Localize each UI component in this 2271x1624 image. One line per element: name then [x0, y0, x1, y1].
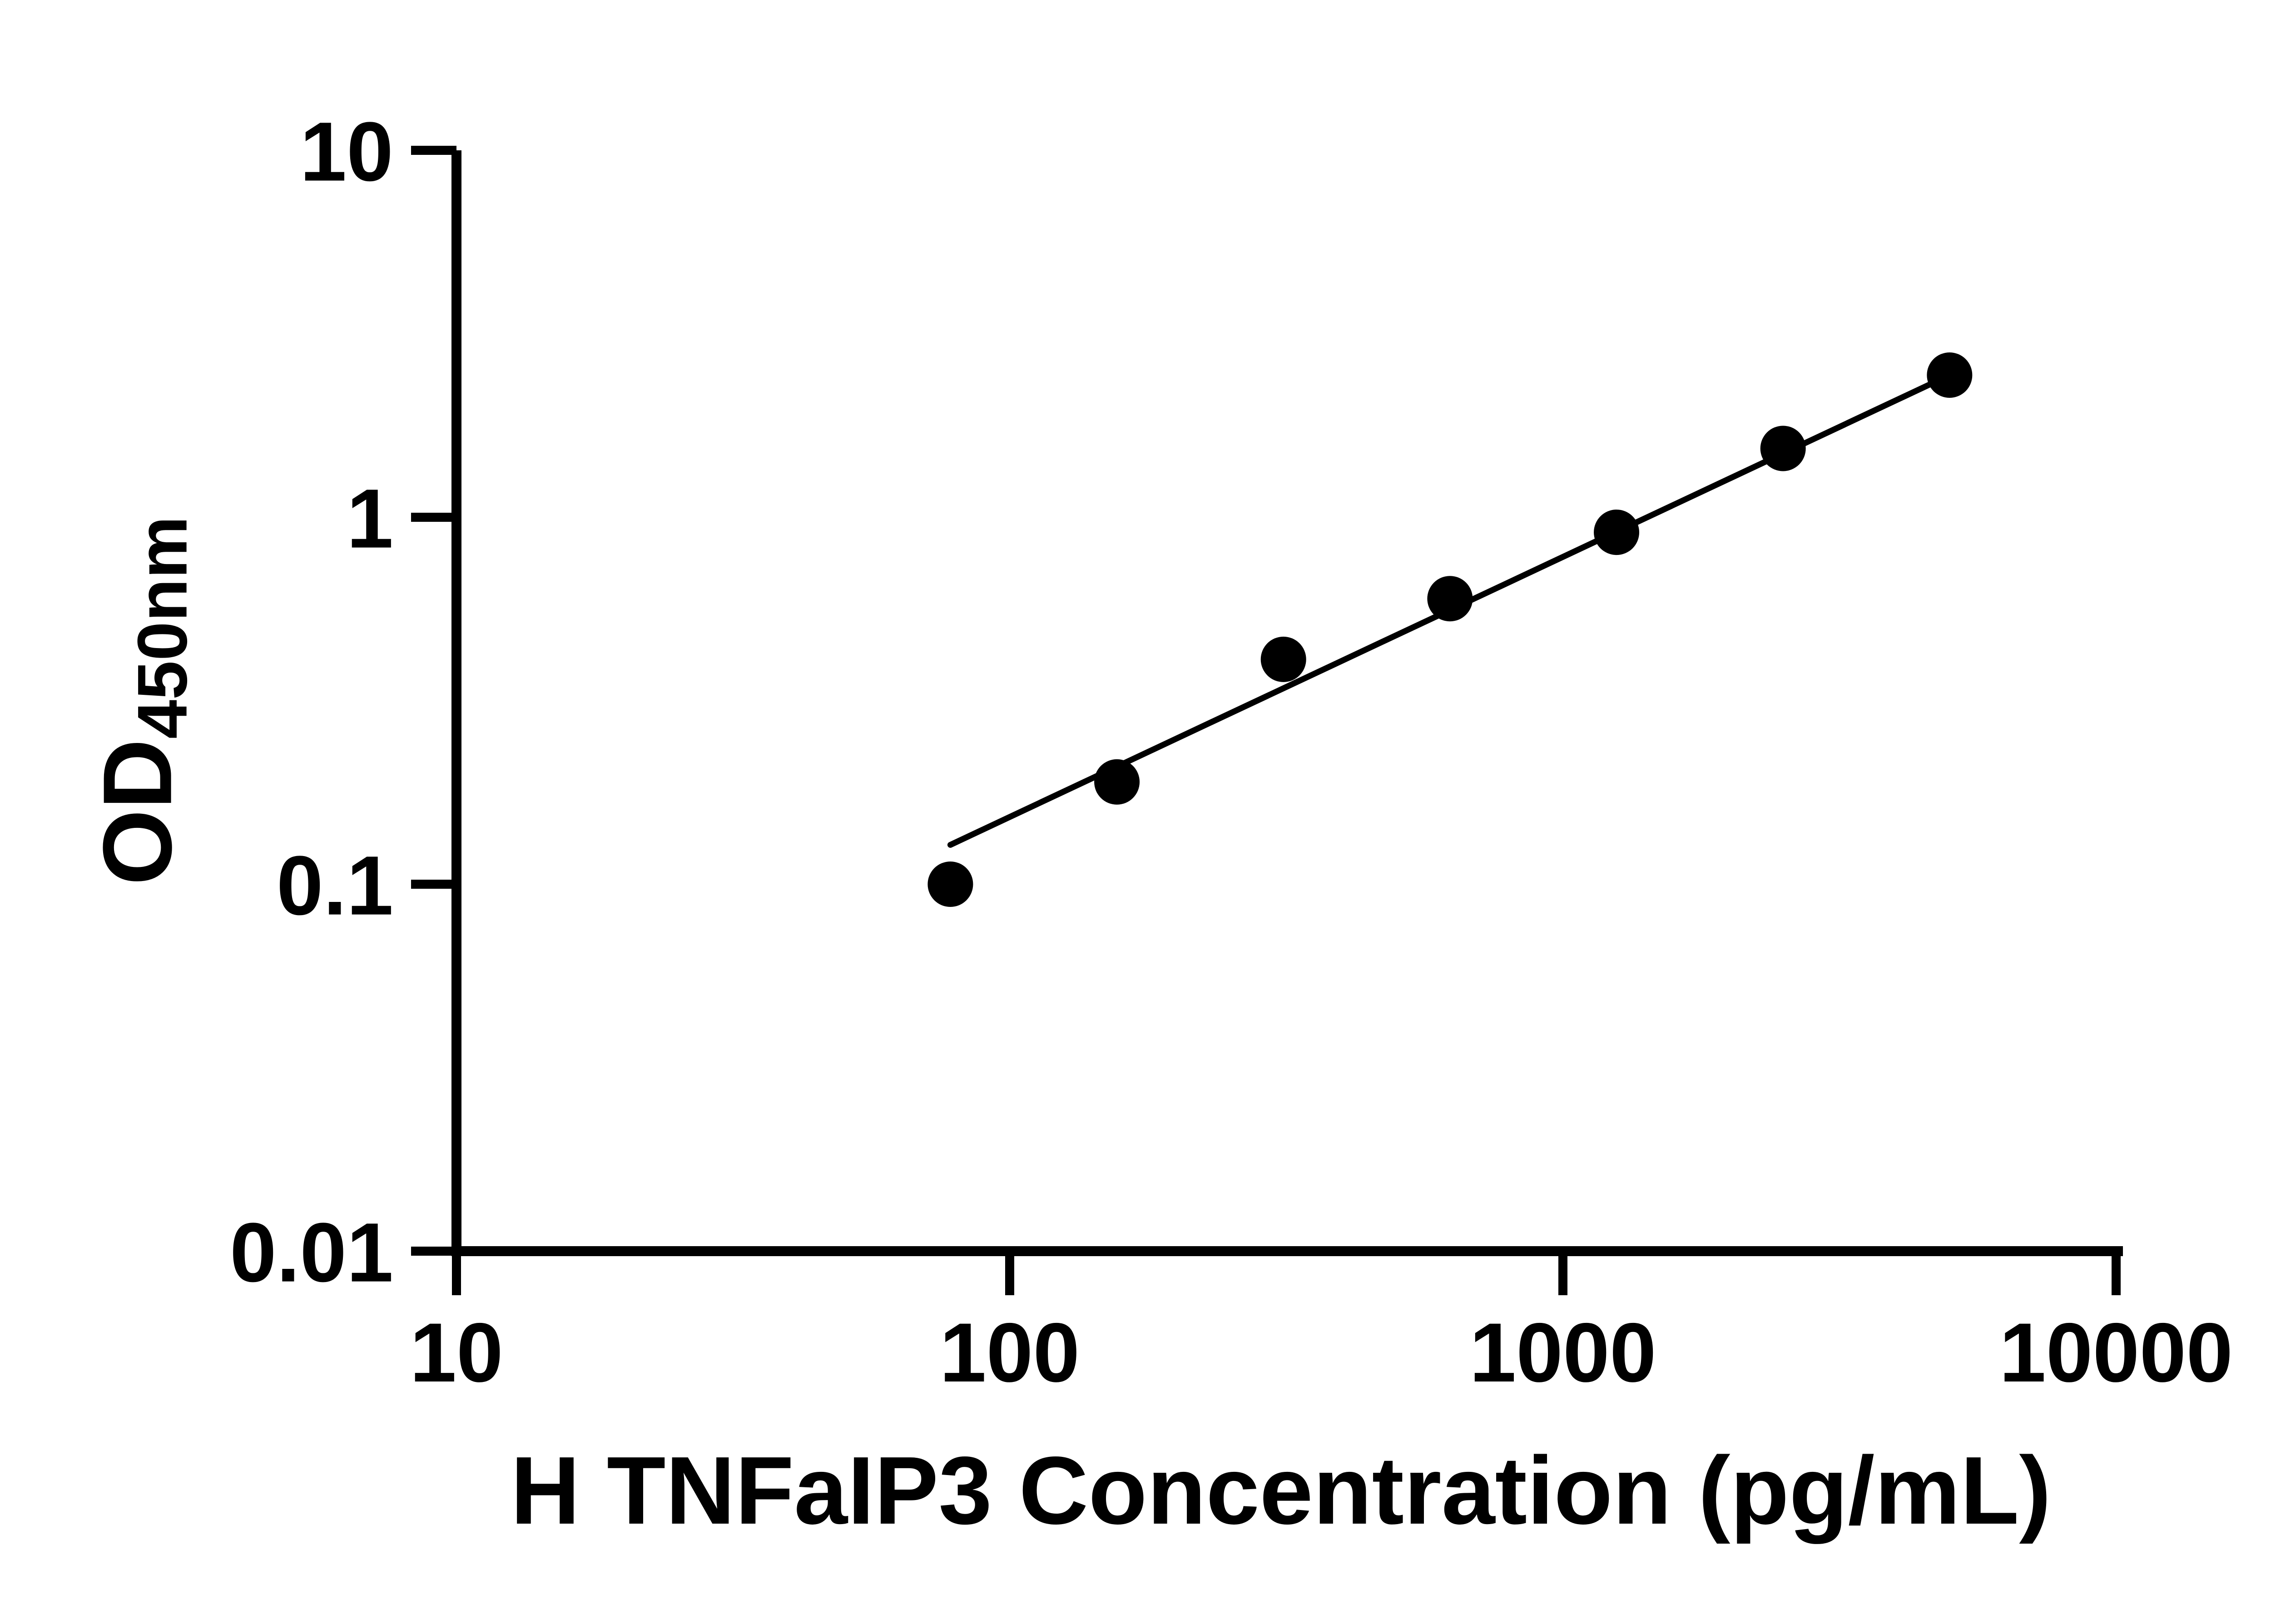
x-tick-label-10000: 10000	[1999, 1306, 2233, 1400]
x-tick-label-10: 10	[410, 1306, 503, 1400]
data-point-7	[1927, 352, 1973, 398]
data-point-2	[1094, 759, 1140, 805]
x-axis-title: H TNFaIP3 Concentration (pg/mL)	[511, 1436, 2051, 1544]
y-axis-label: OD450nm	[83, 516, 202, 886]
y-tick-label-0.01: 0.01	[230, 1206, 393, 1300]
data-point-1	[927, 862, 973, 907]
y-tick-label-1: 1	[347, 472, 393, 566]
data-point-5	[1594, 510, 1640, 555]
data-point-6	[1760, 426, 1806, 471]
y-tick-label-0.1: 0.1	[277, 839, 393, 933]
x-tick-label-1000: 1000	[1469, 1306, 1656, 1400]
x-tick-label-100: 100	[940, 1306, 1080, 1400]
data-point-3	[1260, 636, 1306, 682]
y-tick-label-10: 10	[300, 105, 393, 199]
data-point-4	[1427, 576, 1473, 622]
y-axis-label-subscript: 450nm	[123, 516, 202, 739]
y-axis-label-main: OD	[82, 738, 192, 886]
